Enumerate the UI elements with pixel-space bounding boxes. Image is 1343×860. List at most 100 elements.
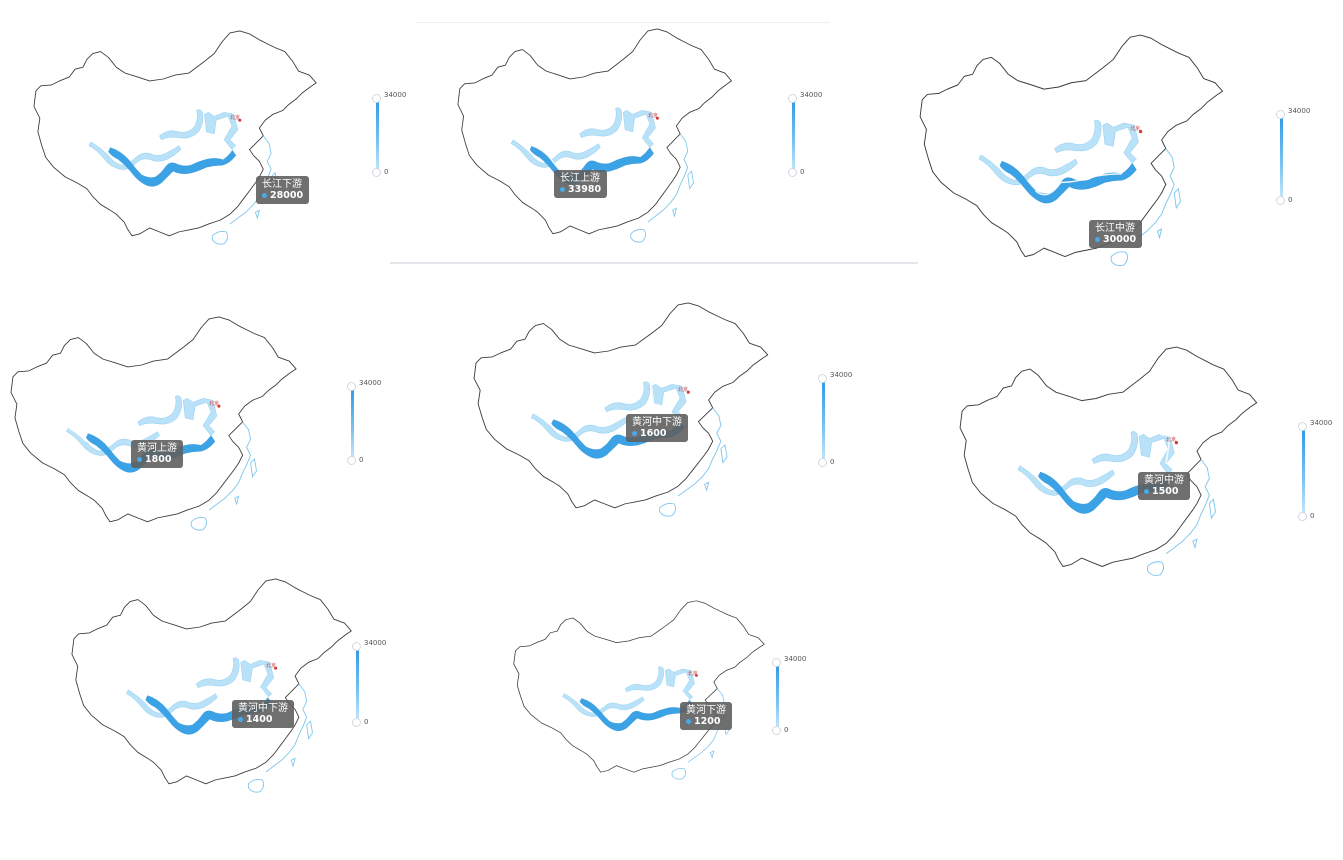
visual-map-max-handle[interactable]: [372, 94, 381, 103]
coastline: [265, 683, 308, 773]
yellow-river-region[interactable]: [579, 107, 622, 139]
china-map[interactable]: [456, 28, 741, 263]
yellow-river-region[interactable]: [240, 660, 274, 698]
china-map[interactable]: [32, 30, 326, 265]
beijing-marker-icon: [686, 390, 690, 394]
yellow-river-region[interactable]: [137, 395, 182, 427]
visual-map-min-handle[interactable]: [352, 718, 361, 727]
china-map[interactable]: [918, 34, 1233, 288]
visual-map-max-handle[interactable]: [818, 374, 827, 383]
yellow-river-region[interactable]: [88, 141, 182, 170]
beijing-marker-icon: [1174, 440, 1179, 445]
yellow-river-region[interactable]: [159, 109, 204, 141]
visual-map-min-handle[interactable]: [788, 168, 797, 177]
yellow-river-region[interactable]: [1102, 122, 1139, 164]
visual-map-slider[interactable]: 34000 0: [345, 380, 381, 466]
map-panel-3: 长江中游 30000 34000 0 北京: [918, 34, 1318, 294]
yellow-river-region[interactable]: [510, 139, 601, 168]
yellow-river-region[interactable]: [183, 398, 218, 436]
region-tooltip: 黄河中下游 1400: [232, 700, 294, 729]
china-map[interactable]: [472, 302, 778, 537]
visual-map-min-label: 0: [1288, 196, 1293, 204]
visual-map-max-handle[interactable]: [347, 382, 356, 391]
tooltip-region-name: 长江中游: [1095, 223, 1135, 234]
visual-map-min-handle[interactable]: [1298, 512, 1307, 521]
yellow-river-region[interactable]: [604, 381, 651, 413]
visual-map-max-handle[interactable]: [772, 658, 781, 667]
yellow-river-region[interactable]: [978, 154, 1078, 186]
visual-map-max-handle[interactable]: [788, 94, 797, 103]
yellow-river-region[interactable]: [204, 112, 239, 150]
visual-map-max-handle[interactable]: [352, 642, 361, 651]
yellow-river-region[interactable]: [562, 693, 645, 717]
visual-map-slider[interactable]: 34000 0: [770, 656, 806, 736]
tooltip-region-name: 长江下游: [262, 179, 302, 190]
island-shape: [1192, 538, 1198, 550]
visual-map-slider[interactable]: 34000 0: [816, 372, 852, 468]
island-shape: [1173, 187, 1181, 210]
visual-map-min-handle[interactable]: [818, 458, 827, 467]
coastline: [208, 421, 252, 511]
island-shape: [659, 502, 677, 517]
visual-map-gradient-bar[interactable]: [792, 98, 795, 172]
yellow-river-region[interactable]: [622, 110, 656, 148]
visual-map-gradient-bar[interactable]: [1280, 114, 1283, 200]
highlighted-segment: [1159, 433, 1171, 464]
visual-map-min-handle[interactable]: [772, 726, 781, 735]
yellow-river-region[interactable]: [1017, 465, 1115, 496]
series-dot-icon: [560, 186, 565, 192]
visual-map-gradient-bar[interactable]: [356, 646, 359, 722]
visual-map-gradient-bar[interactable]: [1302, 426, 1305, 516]
island-shape: [254, 209, 261, 220]
visual-map-min-handle[interactable]: [347, 456, 356, 465]
visual-map-gradient-bar[interactable]: [776, 662, 779, 730]
yangtze-river-region[interactable]: [108, 147, 237, 187]
visual-map-slider[interactable]: 34000 0: [1296, 420, 1332, 522]
island-shape: [234, 495, 240, 506]
visual-map-max-label: 34000: [830, 371, 853, 379]
yellow-river-region[interactable]: [624, 666, 664, 693]
visual-map-gradient-bar[interactable]: [822, 378, 825, 462]
visual-map-max-label: 34000: [1288, 107, 1311, 115]
yellow-river-region[interactable]: [1139, 433, 1175, 475]
visual-map-gradient-bar[interactable]: [351, 386, 354, 460]
beijing-label: 北京: [1166, 437, 1177, 444]
region-tooltip: 黄河上游 1800: [131, 440, 183, 469]
visual-map-slider[interactable]: 34000 0: [350, 640, 386, 728]
visual-map-slider[interactable]: 34000 0: [1274, 108, 1310, 206]
visual-map-min-handle[interactable]: [372, 168, 381, 177]
visual-map-max-label: 34000: [359, 379, 382, 387]
visual-map-max-handle[interactable]: [1298, 422, 1307, 431]
visual-map-slider[interactable]: 34000 0: [786, 92, 822, 178]
visual-map-min-label: 0: [800, 168, 805, 176]
yellow-river-region[interactable]: [1054, 120, 1102, 154]
china-map[interactable]: [958, 346, 1267, 598]
yellow-river-region[interactable]: [1091, 431, 1138, 464]
tooltip-region-name: 黄河中下游: [238, 703, 288, 714]
yellow-river-region[interactable]: [195, 657, 240, 689]
china-map[interactable]: [512, 600, 773, 797]
island-shape: [250, 458, 257, 478]
visual-map-max-handle[interactable]: [1276, 110, 1285, 119]
region-tooltip: 长江中游 30000: [1089, 220, 1143, 249]
visual-map-gradient-bar[interactable]: [376, 98, 379, 172]
region-tooltip: 黄河中游 1500: [1138, 472, 1190, 501]
china-map[interactable]: [70, 578, 361, 813]
beijing-label: 北京: [647, 113, 658, 120]
beijing-label: 北京: [1130, 126, 1141, 133]
yellow-river-region[interactable]: [66, 427, 160, 456]
visual-map-slider[interactable]: 34000 0: [370, 92, 406, 178]
tooltip-region-name: 黄河中游: [1144, 475, 1184, 486]
island-shape: [672, 207, 678, 218]
coastline: [1165, 459, 1210, 555]
yellow-river-region[interactable]: [664, 668, 695, 701]
coastline: [1129, 148, 1175, 245]
island-shape: [306, 720, 313, 740]
island-shape: [1110, 251, 1129, 267]
yellow-river-region[interactable]: [125, 689, 218, 718]
tooltip-region-name: 长江上游: [560, 173, 600, 184]
tooltip-value: 1200: [694, 715, 721, 727]
china-map[interactable]: [9, 316, 306, 551]
visual-map-min-handle[interactable]: [1276, 196, 1285, 205]
map-panel-2: 长江上游 33980 34000 0 北京: [456, 28, 856, 288]
